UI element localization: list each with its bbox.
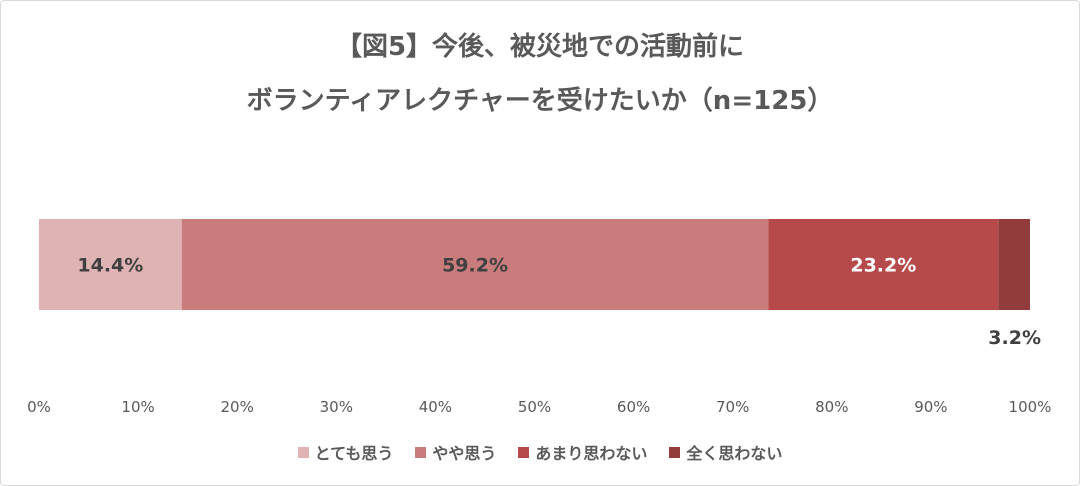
x-tick-label: 100% (1009, 398, 1052, 416)
chart-legend: とても思う やや思う あまり思わない 全く思わない (0, 440, 1080, 464)
legend-swatch (415, 446, 427, 458)
legend-item-4: 全く思わない (669, 440, 782, 464)
bar-segment-1 (39, 219, 182, 310)
legend-item-3: あまり思わない (518, 440, 647, 464)
data-label-4: 3.2% (988, 327, 1041, 349)
legend-label: とても思う (314, 444, 394, 463)
x-tick-label: 60% (617, 398, 650, 416)
chart-title-line-2: ボランティアレクチャーを受けたいか（n=125） (246, 86, 834, 116)
legend-item-1: とても思う (297, 440, 394, 464)
legend-label: あまり思わない (535, 444, 648, 463)
legend-label: やや思う (432, 444, 497, 463)
legend-item-2: やや思う (415, 440, 496, 464)
x-tick-label: 80% (815, 398, 848, 416)
legend-swatch (669, 446, 681, 458)
bar-segment-4 (998, 219, 1030, 310)
legend-swatch (297, 446, 309, 458)
bar-segment-2 (181, 219, 769, 310)
x-tick-label: 90% (914, 398, 947, 416)
x-tick-label: 50% (518, 398, 551, 416)
x-tick-label: 40% (419, 398, 452, 416)
chart-title-line-1: 【図5】今後、被災地での活動前に (335, 32, 745, 62)
bar-segment-3 (768, 219, 999, 310)
legend-swatch (518, 446, 530, 458)
x-tick-label: 10% (121, 398, 154, 416)
x-tick-label: 0% (27, 398, 51, 416)
legend-label: 全く思わない (686, 444, 783, 463)
data-label-2: 59.2% (442, 255, 508, 277)
data-label-3: 23.2% (850, 255, 916, 277)
x-tick-label: 20% (221, 398, 254, 416)
x-tick-label: 70% (716, 398, 749, 416)
data-label-1: 14.4% (77, 255, 143, 277)
x-tick-label: 30% (320, 398, 353, 416)
